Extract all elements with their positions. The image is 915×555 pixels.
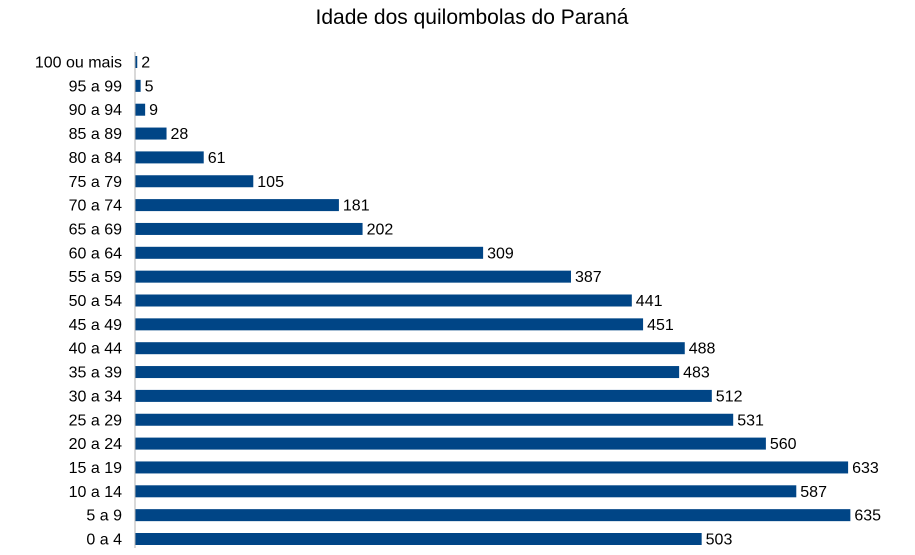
data-label: 61 <box>208 150 226 167</box>
bar <box>135 246 484 259</box>
data-label: 451 <box>647 317 674 334</box>
category-label: 5 a 9 <box>86 508 122 525</box>
bar <box>135 437 766 450</box>
data-label: 181 <box>343 198 370 215</box>
bar <box>135 222 363 235</box>
category-label: 65 a 69 <box>69 221 122 238</box>
category-label: 35 a 39 <box>69 365 122 382</box>
data-label: 512 <box>716 388 743 405</box>
category-label: 55 a 59 <box>69 269 122 286</box>
data-label: 635 <box>854 508 881 525</box>
chart-title: Idade dos quilombolas do Paraná <box>316 6 629 29</box>
data-label: 309 <box>487 245 514 262</box>
data-label: 105 <box>257 174 284 191</box>
category-labels-group: 100 ou mais 95 a 99 90 a 94 85 a 89 80 a 84 7… <box>35 55 122 549</box>
data-label: 488 <box>689 341 716 358</box>
bar <box>135 79 141 92</box>
data-label: 202 <box>367 221 394 238</box>
bar <box>135 175 254 188</box>
data-label: 633 <box>852 460 879 477</box>
category-label: 40 a 44 <box>69 341 122 358</box>
bar <box>135 509 851 522</box>
category-label: 100 ou mais <box>35 55 122 72</box>
data-label: 2 <box>141 55 150 72</box>
bar <box>135 533 702 545</box>
category-label: 75 a 79 <box>69 174 122 191</box>
bar <box>135 199 339 212</box>
bar <box>135 151 204 164</box>
category-label: 20 a 24 <box>69 436 122 453</box>
bar <box>135 461 849 474</box>
data-label: 5 <box>145 78 154 95</box>
bar <box>135 366 680 379</box>
bar <box>135 413 734 426</box>
category-label: 60 a 64 <box>69 245 122 262</box>
data-label: 28 <box>171 126 189 143</box>
category-label: 50 a 54 <box>69 293 122 310</box>
data-label: 387 <box>575 269 602 286</box>
bar <box>135 342 685 355</box>
category-label: 95 a 99 <box>69 78 122 95</box>
category-label: 0 a 4 <box>86 532 122 549</box>
data-label: 560 <box>770 436 797 453</box>
data-label: 441 <box>636 293 663 310</box>
bar <box>135 294 632 307</box>
category-label: 90 a 94 <box>69 102 122 119</box>
category-label: 45 a 49 <box>69 317 122 334</box>
category-label: 30 a 34 <box>69 388 122 405</box>
bar <box>135 318 644 331</box>
category-label: 70 a 74 <box>69 198 122 215</box>
category-label: 25 a 29 <box>69 412 122 429</box>
category-label: 10 a 14 <box>69 484 122 501</box>
bar <box>135 389 712 402</box>
data-label: 9 <box>149 102 158 119</box>
bar <box>135 127 167 140</box>
category-label: 85 a 89 <box>69 126 122 143</box>
bar <box>135 103 146 116</box>
bar <box>135 485 797 498</box>
bar <box>135 270 571 283</box>
data-labels-group: 2 5 9 28 61 105 181 202 309 387 441 451 488 483 512 531… <box>141 55 881 549</box>
category-label: 80 a 84 <box>69 150 122 167</box>
bar <box>135 56 138 68</box>
data-label: 503 <box>706 532 733 549</box>
data-label: 587 <box>800 484 827 501</box>
bars-group <box>135 56 851 545</box>
data-label: 531 <box>737 412 764 429</box>
category-label: 15 a 19 <box>69 460 122 477</box>
data-label: 483 <box>683 365 710 382</box>
